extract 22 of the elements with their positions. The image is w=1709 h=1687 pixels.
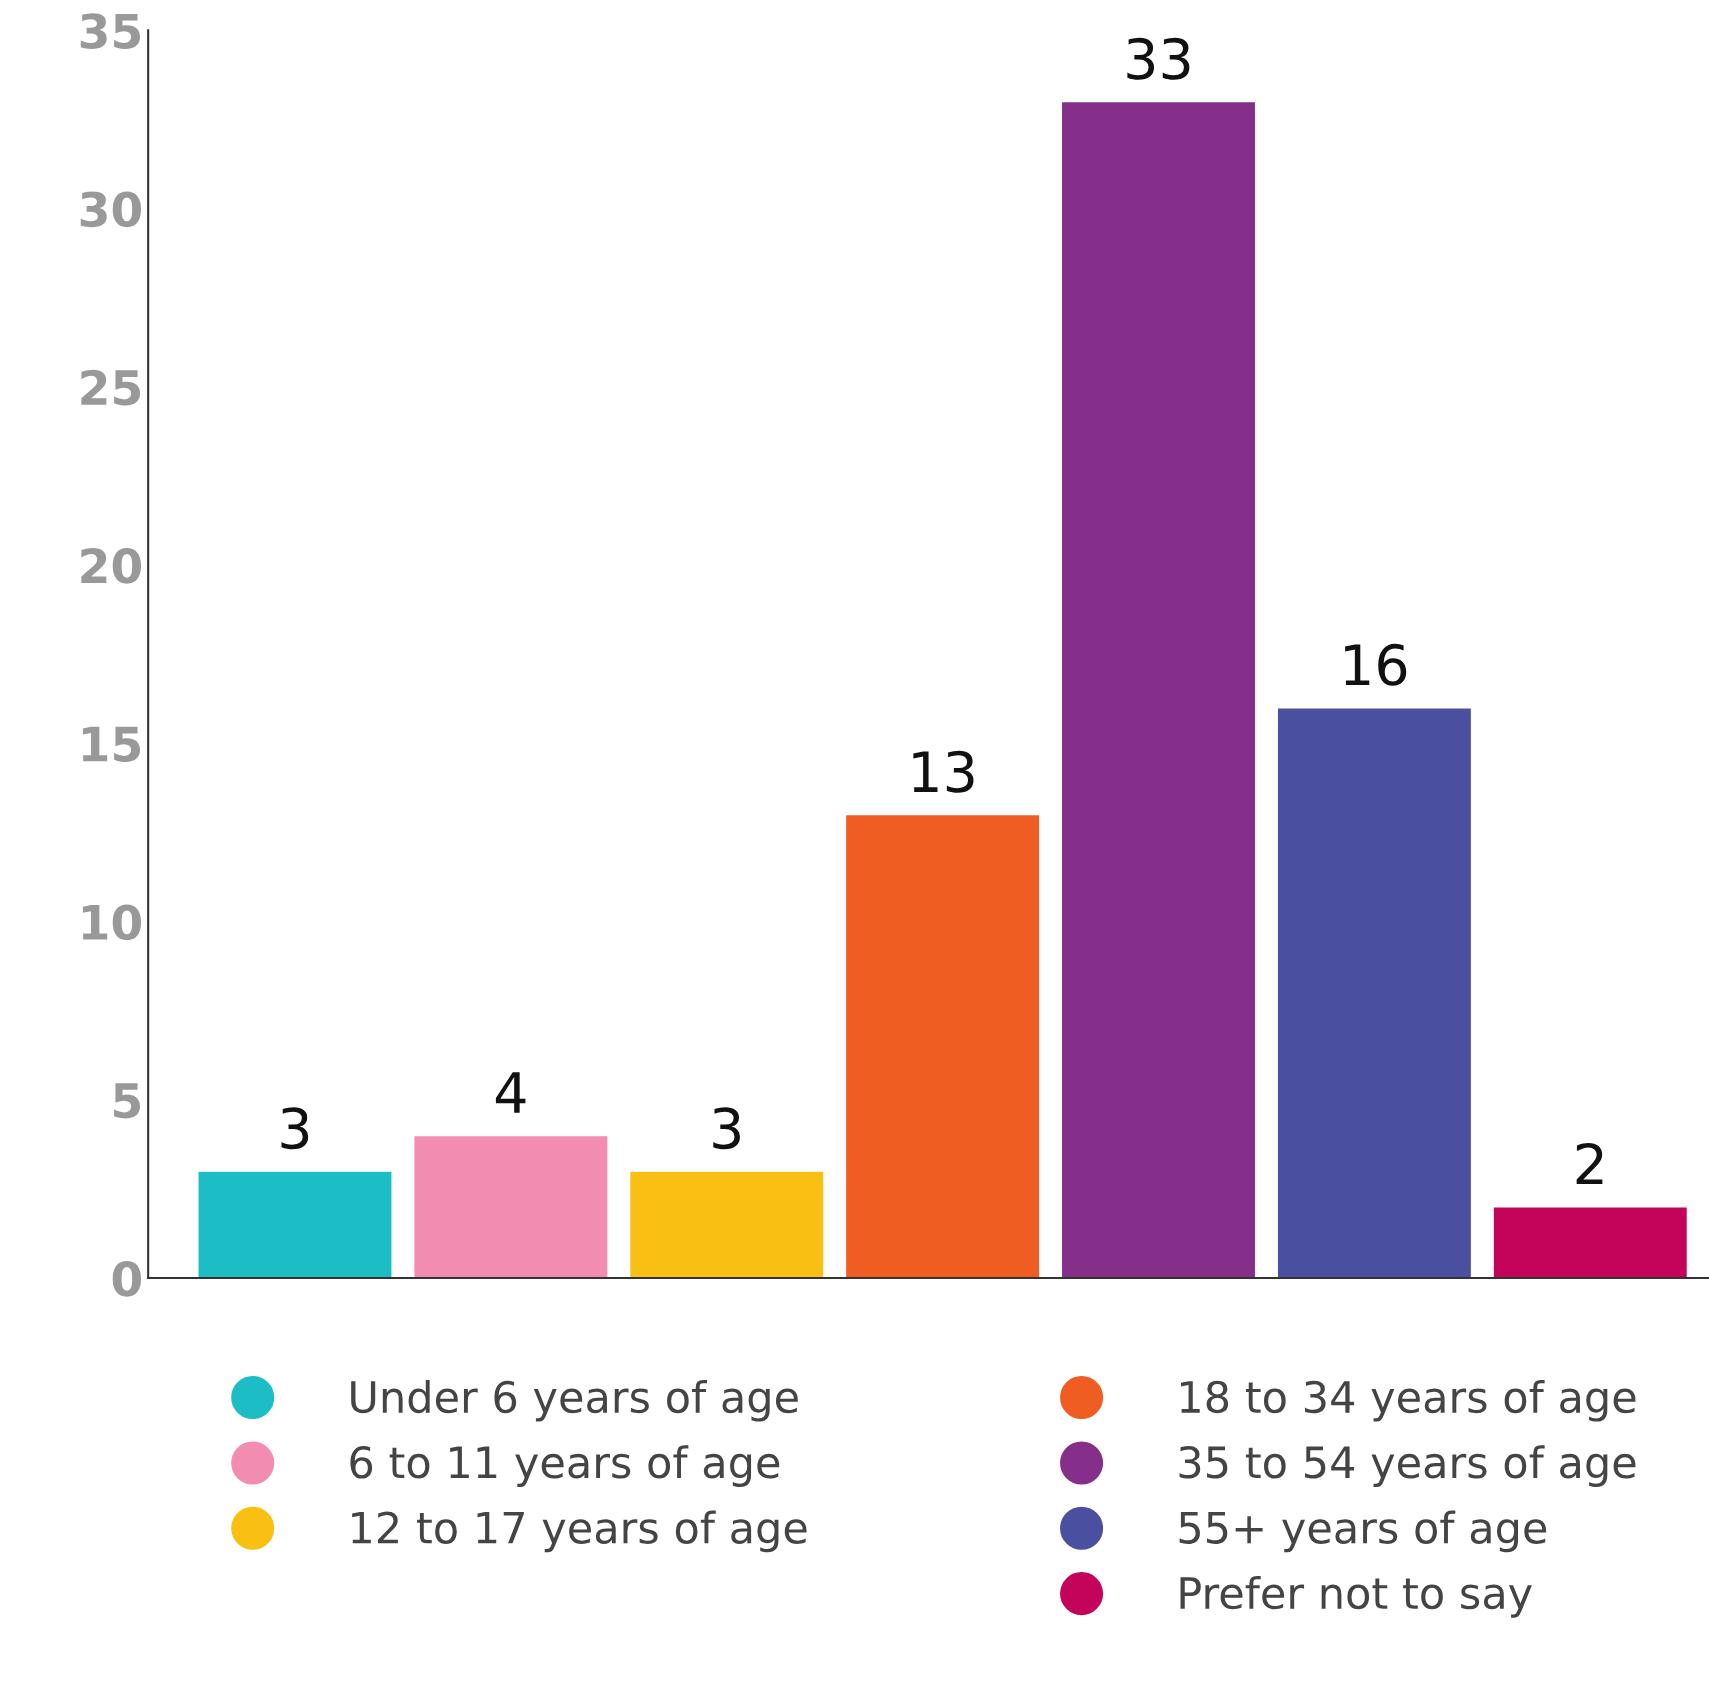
y-tick-label: 35 bbox=[80, 13, 141, 49]
data-label: 3 bbox=[281, 1107, 309, 1150]
legend-label: 6 to 11 years of age bbox=[350, 1445, 780, 1487]
y-tick-label: 25 bbox=[81, 369, 141, 406]
y-tick-label: 0 bbox=[112, 1260, 142, 1297]
y-tick-label: 20 bbox=[81, 547, 142, 584]
y-tick-label: 30 bbox=[80, 191, 142, 228]
legend-label: Prefer not to say bbox=[1180, 1575, 1532, 1618]
legend-label: Under 6 years of age bbox=[351, 1379, 798, 1422]
data-label: 4 bbox=[495, 1072, 526, 1113]
data-label: 33 bbox=[1127, 37, 1190, 80]
legend-label: 35 to 54 years of age bbox=[1179, 1445, 1636, 1487]
y-tick-label: 10 bbox=[82, 904, 142, 941]
y-tick-label: 15 bbox=[82, 726, 141, 762]
y-tick-label: 5 bbox=[114, 1083, 141, 1119]
data-label: 13 bbox=[913, 750, 974, 793]
legend-label: 55+ years of age bbox=[1179, 1510, 1547, 1553]
data-label: 3 bbox=[713, 1107, 740, 1150]
legend-label: 12 to 17 years of age bbox=[352, 1510, 807, 1553]
data-label: 16 bbox=[1345, 643, 1407, 686]
data-label: 2 bbox=[1576, 1142, 1603, 1185]
legend-label: 18 to 34 years of age bbox=[1181, 1379, 1636, 1422]
